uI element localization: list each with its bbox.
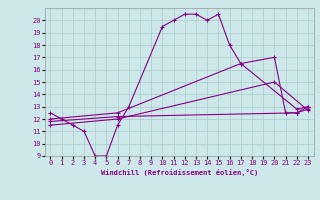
X-axis label: Windchill (Refroidissement éolien,°C): Windchill (Refroidissement éolien,°C) [100,169,258,176]
